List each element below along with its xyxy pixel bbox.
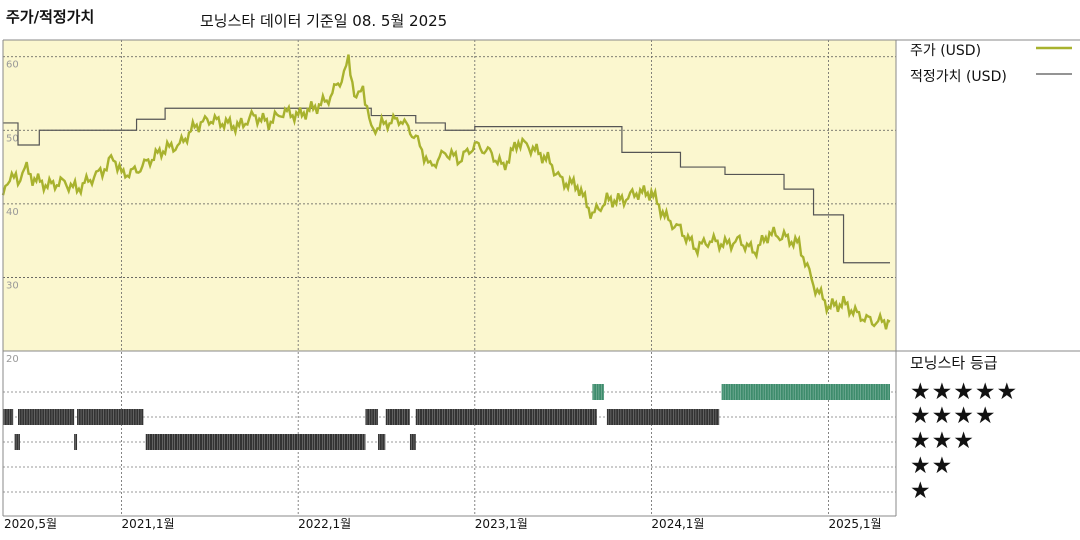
frame (2, 39, 1080, 517)
x-tick-label: 2023,1월 (475, 517, 528, 531)
y-tick-label: 30 (6, 280, 19, 291)
rating-bar-4-star (385, 409, 411, 425)
rating-bar-3-star (145, 434, 366, 450)
rating-bar-4-star (3, 409, 14, 425)
star-row-4: ★★★★ (910, 403, 997, 429)
x-tick-label: 2022,1월 (298, 517, 351, 531)
rating-bar-fill (409, 434, 416, 450)
x-tick-label: 2024,1월 (651, 517, 704, 531)
legend-price: 주가 (USD) (910, 43, 982, 59)
rating-bar-5-star (592, 384, 605, 400)
rating-bar-fill (378, 434, 386, 450)
rating-bar-fill (77, 409, 144, 425)
rating-bar-3-star (378, 434, 386, 450)
y-axis-labels: 60 50 40 30 20 (6, 60, 19, 365)
y-tick-label: 20 (6, 354, 19, 365)
rating-bar-fill (18, 409, 75, 425)
star-row-5: ★★★★★ (910, 379, 1019, 405)
data-date-subtitle: 모닝스타 데이터 기준일 08. 5월 2025 (200, 12, 448, 30)
rating-bar-fill (385, 409, 410, 425)
upper-panel-bg (3, 40, 896, 351)
x-tick-label: 2020,5월 (4, 517, 57, 531)
rating-bars (3, 384, 890, 450)
star-row-2: ★★ (910, 453, 954, 479)
rating-bar-fill (592, 384, 605, 400)
star-row-1: ★ (910, 478, 932, 504)
rating-bar-4-star (606, 409, 720, 425)
rating-bar-fill (145, 434, 366, 450)
rating-bar-4-star (365, 409, 379, 425)
rating-bar-3-star (409, 434, 416, 450)
rating-bar-3-star (74, 434, 78, 450)
y-tick-label: 60 (6, 60, 19, 71)
rating-bar-fill (365, 409, 379, 425)
rating-bar-4-star (18, 409, 75, 425)
y-tick-label: 40 (6, 207, 19, 218)
x-tick-label: 2025,1월 (829, 517, 882, 531)
rating-bar-fill (721, 384, 890, 400)
star-row-3: ★★★ (910, 428, 975, 454)
price-line (1, 54, 891, 330)
x-tick-label: 2021,1월 (122, 517, 175, 531)
x-axis-labels: 2020,5월 2021,1월 2022,1월 2023,1월 2024,1월 2025,… (4, 517, 882, 531)
y-tick-label: 50 (6, 133, 19, 144)
page-title: 주가/적정가치 (6, 8, 95, 26)
rating-bar-fill (3, 409, 14, 425)
rating-bar-fill (606, 409, 720, 425)
rating-bar-3-star (14, 434, 20, 450)
rating-bar-fill (14, 434, 20, 450)
rating-bar-fill (74, 434, 78, 450)
rating-bar-5-star (721, 384, 890, 400)
legend-fair-value: 적정가치 (USD) (910, 69, 1007, 85)
fair-value-line (3, 107, 890, 264)
ratings-panel-title: 모닝스타 등급 (910, 354, 998, 372)
rating-bar-4-star (77, 409, 144, 425)
rating-bar-4-star (415, 409, 597, 425)
rating-bar-fill (415, 409, 597, 425)
